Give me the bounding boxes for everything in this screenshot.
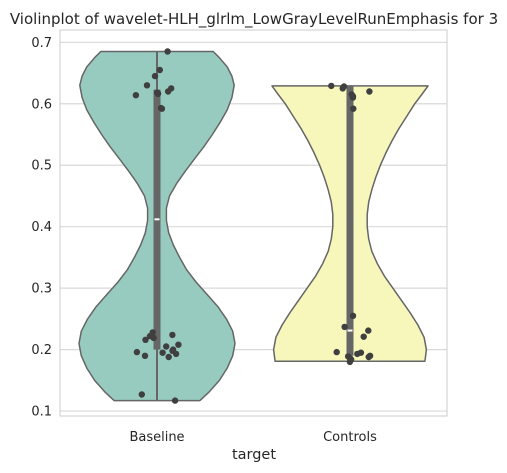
data-point (163, 343, 170, 350)
data-point (171, 397, 179, 404)
data-point (365, 327, 372, 334)
data-point (354, 350, 361, 358)
x-tick-label: Controls (323, 430, 377, 445)
data-point (349, 312, 357, 319)
data-point (133, 348, 141, 356)
y-tick-label: 0.5 (31, 159, 52, 174)
data-point (169, 331, 176, 339)
data-point (143, 82, 151, 89)
y-tick-label: 0.4 (31, 220, 52, 235)
data-point (333, 348, 340, 356)
data-point (138, 391, 145, 398)
data-point (350, 105, 357, 112)
data-point (366, 88, 373, 95)
data-point (165, 353, 172, 361)
data-point (151, 72, 159, 80)
data-point (159, 349, 166, 356)
plot-frame (59, 29, 448, 417)
y-tick-label: 0.7 (31, 36, 52, 51)
violin-layer (78, 48, 429, 404)
data-point (132, 92, 140, 99)
data-point (341, 323, 348, 331)
y-axis: 0.1 0.2 0.3 0.4 0.5 0.6 0.7 (31, 36, 52, 420)
data-point (154, 90, 162, 98)
data-point (365, 353, 372, 361)
y-tick-label: 0.6 (31, 97, 52, 112)
data-point (360, 333, 367, 340)
chart-title: Violinplot of wavelet-HLH_glrlm_LowGrayL… (10, 10, 498, 29)
y-tick-label: 0.3 (31, 282, 52, 297)
iqr-box-controls (346, 86, 354, 356)
data-point (328, 82, 335, 90)
y-tick-label: 0.1 (31, 405, 52, 420)
data-point (172, 350, 180, 358)
data-point (142, 336, 149, 343)
data-point (156, 66, 163, 74)
data-point (164, 88, 172, 95)
data-point (150, 334, 157, 342)
data-point (141, 352, 149, 359)
y-tick-label: 0.2 (31, 343, 52, 358)
data-point (164, 48, 171, 55)
data-point (175, 341, 182, 348)
data-point (339, 85, 346, 92)
x-tick-label: Baseline (129, 430, 184, 445)
data-point (158, 105, 166, 112)
data-point (349, 94, 357, 101)
x-axis-title: target (232, 447, 276, 463)
data-point (346, 358, 354, 366)
x-axis: Baseline Controls (129, 430, 377, 445)
